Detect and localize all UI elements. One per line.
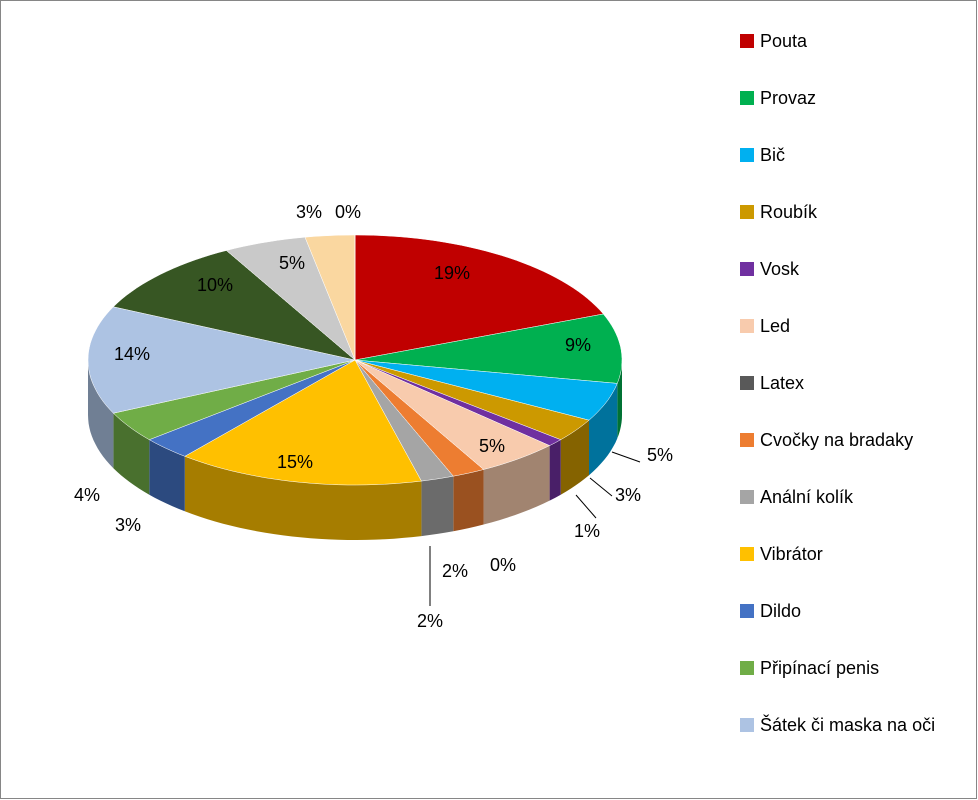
legend-swatch <box>740 91 754 105</box>
slice <box>184 359 422 486</box>
slice <box>354 359 618 421</box>
legend-swatch <box>740 148 754 162</box>
leader-line <box>575 494 597 519</box>
data-label: 3% <box>115 515 141 535</box>
legend-swatch <box>740 376 754 390</box>
legend-label: Provaz <box>760 88 817 108</box>
legend-swatch <box>740 718 754 732</box>
data-label: 3% <box>615 485 641 505</box>
legend-label: Latex <box>760 373 805 393</box>
slice <box>225 236 356 361</box>
leader-line <box>589 477 613 497</box>
legend-swatch <box>740 262 754 276</box>
data-label: 14% <box>114 344 150 364</box>
legend-swatch <box>740 433 754 447</box>
data-label: 0% <box>335 202 361 222</box>
data-label: 2% <box>417 611 443 631</box>
slice-side <box>560 420 589 495</box>
slice-side <box>617 360 622 439</box>
data-label: 5% <box>279 253 305 273</box>
legend-swatch <box>740 661 754 675</box>
slice <box>148 359 356 457</box>
slice <box>87 306 356 414</box>
legend-label: Připínací penis <box>760 658 880 678</box>
slice-side <box>453 469 484 532</box>
legend-swatch <box>740 34 754 48</box>
data-label: 2% <box>442 561 468 581</box>
legend-label: Cvočky na bradaky <box>760 430 914 450</box>
legend-swatch <box>740 319 754 333</box>
data-label: 19% <box>434 263 470 283</box>
legend-label: Vibrátor <box>760 544 823 564</box>
slice <box>112 250 356 361</box>
legend-label: Vosk <box>760 259 800 279</box>
legend-label: Pouta <box>760 31 808 51</box>
slice <box>354 234 604 361</box>
slice-side <box>184 456 422 540</box>
slice <box>112 359 356 440</box>
legend-label: Roubík <box>760 202 818 222</box>
legend-swatch <box>740 205 754 219</box>
slice <box>354 313 623 384</box>
slice <box>304 234 356 361</box>
slice <box>354 359 590 440</box>
data-label: 5% <box>647 445 673 465</box>
legend-swatch <box>740 547 754 561</box>
slice <box>354 359 551 470</box>
leader-line <box>611 451 641 463</box>
legend-label: Dildo <box>760 601 802 621</box>
legend-swatch <box>740 604 754 618</box>
slice-side <box>421 476 454 537</box>
data-label: 0% <box>490 555 516 575</box>
slice-side <box>483 445 550 525</box>
legend-label: Led <box>760 316 791 336</box>
slice-side <box>149 439 185 512</box>
slice-side <box>589 383 618 476</box>
slice-side <box>549 439 561 501</box>
data-label: 9% <box>565 335 591 355</box>
data-label: 3% <box>296 202 322 222</box>
legend-label: Bič <box>760 145 786 165</box>
data-label: 4% <box>74 485 100 505</box>
slice-side <box>113 413 150 495</box>
legend-label: Šátek či maska na oči <box>760 715 936 735</box>
data-label: 5% <box>479 436 505 456</box>
data-label: 1% <box>574 521 600 541</box>
data-label: 15% <box>277 452 313 472</box>
data-label: 10% <box>197 275 233 295</box>
legend-label: Anální kolík <box>760 487 854 507</box>
legend-swatch <box>740 490 754 504</box>
